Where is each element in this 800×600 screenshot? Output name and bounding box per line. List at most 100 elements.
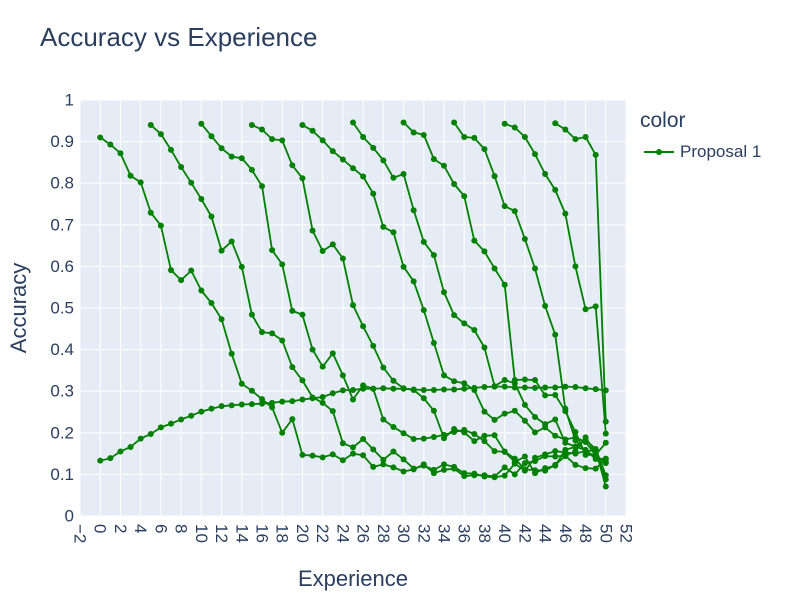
data-point: [299, 396, 306, 403]
data-point: [511, 208, 518, 215]
data-point: [562, 405, 569, 412]
data-point: [511, 124, 518, 131]
data-point: [582, 448, 589, 455]
data-point: [501, 472, 508, 479]
data-point: [178, 277, 185, 284]
data-point: [208, 133, 215, 140]
data-point: [481, 344, 488, 351]
legend-title: color: [640, 109, 686, 132]
x-tick-label: 28: [374, 524, 393, 543]
legend-item-proposal-1[interactable]: Proposal 1: [644, 140, 761, 164]
data-point: [430, 466, 437, 473]
y-tick-labels: 0 0.1 0.2 0.3 0.4 0.5 0.6 0.7 0.8 0.9 1: [50, 91, 74, 526]
data-point: [147, 431, 154, 438]
data-point: [451, 119, 458, 126]
data-point: [339, 440, 346, 447]
data-point: [410, 207, 417, 214]
data-point: [572, 448, 579, 455]
data-point: [339, 156, 346, 163]
data-point: [319, 137, 326, 144]
data-point: [400, 430, 407, 437]
data-point: [390, 174, 397, 181]
data-point: [380, 416, 387, 423]
data-point: [552, 416, 559, 423]
data-point: [188, 412, 195, 419]
data-point: [572, 136, 579, 143]
data-point: [552, 432, 559, 439]
y-tick-label: 0.6: [50, 257, 74, 276]
data-point: [228, 350, 235, 357]
data-point: [481, 432, 488, 439]
data-point: [218, 403, 225, 410]
data-point: [451, 426, 458, 433]
data-point: [562, 439, 569, 446]
x-tick-label: 0: [91, 524, 110, 533]
data-point: [441, 386, 447, 393]
data-point: [350, 386, 356, 393]
data-point: [562, 210, 569, 217]
data-point: [117, 150, 124, 157]
data-point: [168, 267, 174, 274]
data-point: [289, 162, 296, 169]
data-point: [390, 229, 397, 236]
data-point: [350, 450, 356, 457]
data-point: [329, 350, 336, 357]
data-point: [491, 265, 498, 272]
data-point: [552, 453, 559, 460]
data-point: [441, 461, 447, 468]
data-point: [521, 384, 528, 391]
data-point: [521, 417, 528, 424]
x-tick-label: 30: [394, 524, 413, 543]
data-point: [157, 131, 164, 138]
data-point: [259, 396, 265, 403]
data-point: [562, 453, 569, 460]
data-point: [572, 461, 579, 468]
data-point: [552, 391, 559, 398]
x-tick-label: 46: [556, 524, 575, 543]
data-point: [532, 454, 538, 461]
data-point: [178, 163, 185, 170]
data-point: [420, 131, 427, 138]
data-point: [259, 183, 265, 190]
data-point: [501, 376, 508, 383]
data-point: [289, 416, 296, 423]
x-tick-label: 50: [596, 524, 615, 543]
data-point: [279, 429, 286, 436]
data-point: [491, 416, 498, 423]
data-point: [420, 307, 427, 314]
data-point: [430, 156, 437, 163]
data-point: [218, 316, 225, 323]
data-point: [299, 451, 306, 458]
data-point: [279, 398, 286, 405]
data-point: [532, 265, 538, 272]
data-point: [360, 382, 367, 389]
data-point: [602, 483, 609, 490]
data-point: [248, 387, 255, 394]
x-tick-label: 34: [435, 524, 454, 543]
data-point: [542, 421, 549, 428]
data-point: [542, 451, 549, 458]
data-point: [552, 448, 559, 455]
data-point: [299, 311, 306, 318]
y-tick-label: 0: [65, 507, 74, 526]
data-point: [420, 462, 427, 469]
x-tick-labels: −2 0 2 4 6 8 10 12 14 16 18 20 22 24 26 28 30 32 34 36 38 40 4…: [71, 524, 636, 543]
data-point: [410, 278, 417, 285]
y-tick-label: 0.1: [50, 465, 74, 484]
data-point: [451, 463, 458, 470]
data-point: [370, 463, 377, 470]
data-point: [228, 402, 235, 409]
data-point: [420, 435, 427, 442]
x-tick-label: 44: [536, 524, 555, 543]
data-point: [471, 438, 478, 445]
data-point: [501, 120, 508, 127]
legend-line-marker-icon: [644, 149, 674, 155]
data-point: [370, 190, 377, 197]
data-point: [309, 346, 316, 353]
data-point: [279, 137, 286, 144]
data-point: [370, 385, 377, 392]
data-point: [400, 171, 407, 178]
data-point: [299, 175, 306, 182]
data-point: [501, 410, 508, 417]
data-point: [147, 121, 154, 128]
